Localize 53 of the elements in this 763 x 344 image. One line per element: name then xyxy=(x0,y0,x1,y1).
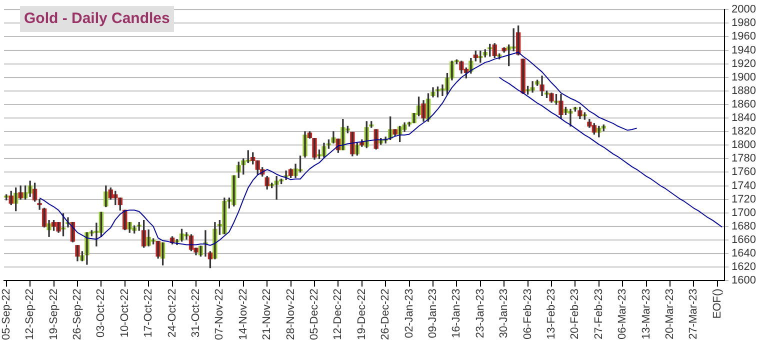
x-tick-label: 23-Jan-23 xyxy=(474,288,486,338)
x-tick-label: 09-Jan-23 xyxy=(427,288,440,338)
x-tick-label: 06-Feb-23 xyxy=(522,288,534,340)
y-tick-label: 1680 xyxy=(732,220,756,232)
y-tick-label: 1980 xyxy=(732,17,756,30)
y-tick-label: 1640 xyxy=(732,248,756,260)
x-tick-label: 26-Sep-22 xyxy=(72,288,84,340)
x-tick-label: 20-Feb-23 xyxy=(569,288,582,340)
y-tick-label: 1940 xyxy=(732,44,756,56)
y-tick-label: 1880 xyxy=(732,84,756,97)
y-tick-label: 1960 xyxy=(732,30,756,43)
x-tick-label: 16-Jan-23 xyxy=(450,288,463,338)
x-tick-label: 12-Dec-22 xyxy=(332,288,344,340)
x-tick-label: 26-Dec-22 xyxy=(380,288,392,340)
x-tick-label: 13-Mar-23 xyxy=(640,288,652,340)
y-tick-label: 1760 xyxy=(732,166,756,178)
x-tick-label: 24-Oct-22 xyxy=(166,288,178,338)
x-tick-label: 19-Sep-22 xyxy=(48,288,60,340)
x-tick-label: 27-Feb-23 xyxy=(592,288,605,340)
x-tick-label: EOF() xyxy=(711,288,724,319)
x-tick-label: 19-Dec-22 xyxy=(356,288,368,340)
y-tick-label: 1800 xyxy=(732,139,756,152)
x-tick-label: 03-Oct-22 xyxy=(95,288,108,338)
x-tick-label: 21-Nov-22 xyxy=(261,288,274,340)
x-tick-label: 02-Jan-23 xyxy=(403,288,416,338)
y-tick-label: 1840 xyxy=(732,112,756,124)
y-tick-label: 1660 xyxy=(732,234,756,246)
y-tick-label: 1720 xyxy=(732,193,756,206)
y-tick-label: 1780 xyxy=(732,152,756,165)
x-tick-label: 30-Jan-23 xyxy=(498,288,510,338)
x-tick-label: 10-Oct-22 xyxy=(118,288,131,338)
y-tick-label: 2000 xyxy=(732,4,756,16)
x-tick-label: 05-Dec-22 xyxy=(308,288,321,340)
y-tick-label: 1700 xyxy=(732,206,756,219)
y-tick-label: 1920 xyxy=(732,58,756,70)
x-tick-label: 14-Nov-22 xyxy=(237,288,250,340)
y-tick-label: 1860 xyxy=(732,98,756,110)
chart-title: Gold - Daily Candles xyxy=(20,6,174,32)
y-tick-label: 1620 xyxy=(732,261,756,274)
x-tick-label: 20-Mar-23 xyxy=(664,288,676,340)
x-tick-label: 31-Oct-22 xyxy=(190,288,202,338)
x-tick-label: 12-Sep-22 xyxy=(24,288,36,340)
y-tick-label: 1900 xyxy=(732,71,756,84)
y-tick-label: 1820 xyxy=(732,126,756,138)
x-tick-label: 27-Mar-23 xyxy=(688,288,700,340)
x-tick-label: 05-Sep-22 xyxy=(0,288,12,340)
y-tick-label: 1740 xyxy=(732,180,756,192)
y-tick-label: 1600 xyxy=(732,274,756,287)
x-tick-label: 07-Nov-22 xyxy=(214,288,226,340)
x-tick-label: 06-Mar-23 xyxy=(616,288,629,340)
x-tick-label: 28-Nov-22 xyxy=(284,288,297,340)
x-tick-label: 13-Feb-23 xyxy=(546,288,558,340)
x-tick-label: 17-Oct-22 xyxy=(142,288,155,338)
